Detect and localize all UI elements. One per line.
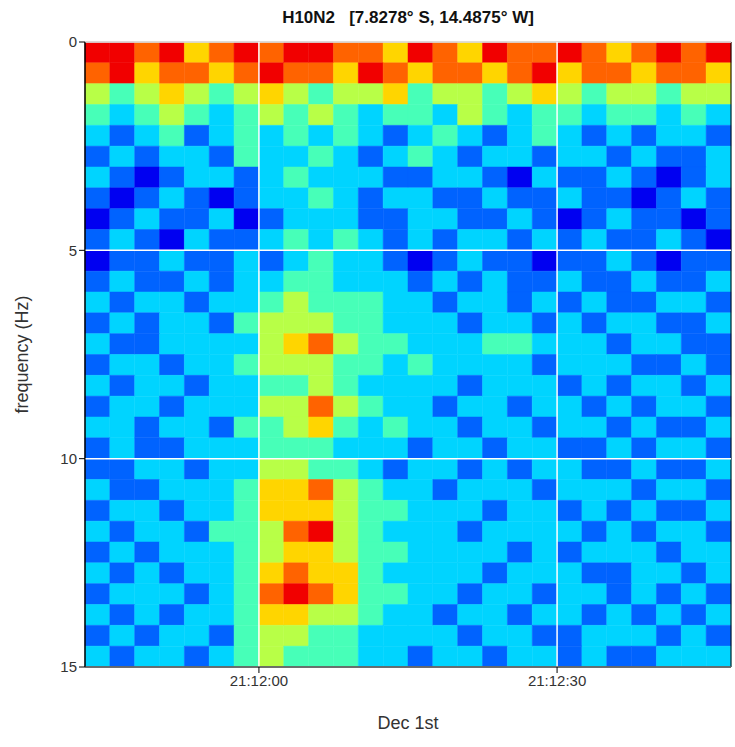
- html-text:H10N2 [7.8278° S, 14.4875° W]: H10N2 [7.8278° S, 14.4875° W]: [282, 8, 534, 27]
- svg-text:10: 10: [60, 450, 77, 467]
- svg-text:21:12:30: 21:12:30: [528, 672, 586, 689]
- svg-text:0: 0: [69, 33, 77, 50]
- svg-text:Dec 1st: Dec 1st: [377, 713, 438, 733]
- svg-text:frequency (Hz): frequency (Hz): [12, 295, 32, 413]
- svg-text:15: 15: [60, 658, 77, 675]
- svg-text:21:12:00: 21:12:00: [230, 672, 288, 689]
- svg-text:5: 5: [69, 242, 77, 259]
